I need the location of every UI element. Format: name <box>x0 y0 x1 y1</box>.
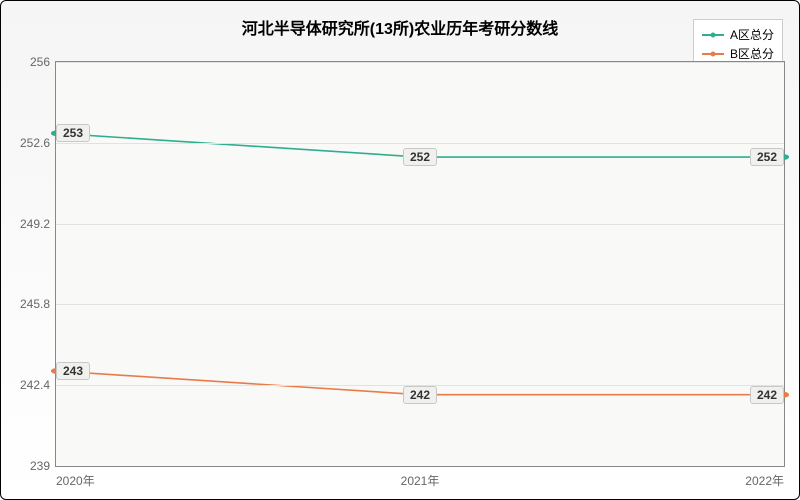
legend-swatch <box>702 53 724 55</box>
y-axis-label: 242.4 <box>20 378 56 392</box>
plot-area: 239242.4245.8249.2252.62562020年2021年2022… <box>55 61 785 467</box>
legend-label: B区总分 <box>730 45 774 62</box>
legend-item: A区总分 <box>702 26 774 43</box>
legend-item: B区总分 <box>702 45 774 62</box>
y-axis-label: 239 <box>30 459 56 473</box>
x-axis-label: 2021年 <box>401 466 440 489</box>
line-chart: 河北半导体研究所(13所)农业历年考研分数线 A区总分B区总分 239242.4… <box>0 0 800 500</box>
legend-label: A区总分 <box>730 26 774 43</box>
y-axis-label: 252.6 <box>20 136 56 150</box>
y-axis-label: 249.2 <box>20 217 56 231</box>
gridline <box>56 304 784 305</box>
y-axis-label: 256 <box>30 55 56 69</box>
point-value-label: 243 <box>56 362 90 380</box>
chart-title: 河北半导体研究所(13所)农业历年考研分数线 <box>1 15 799 39</box>
point-value-label: 252 <box>750 148 784 166</box>
gridline <box>56 143 784 144</box>
point-value-label: 252 <box>403 148 437 166</box>
point-value-label: 253 <box>56 124 90 142</box>
point-value-label: 242 <box>750 386 784 404</box>
x-axis-label: 2020年 <box>56 466 95 489</box>
gridline <box>56 62 784 63</box>
gridline <box>56 224 784 225</box>
series-lines <box>56 62 784 466</box>
point-value-label: 242 <box>403 386 437 404</box>
legend-swatch <box>702 34 724 36</box>
x-axis-label: 2022年 <box>745 466 784 489</box>
y-axis-label: 245.8 <box>20 297 56 311</box>
